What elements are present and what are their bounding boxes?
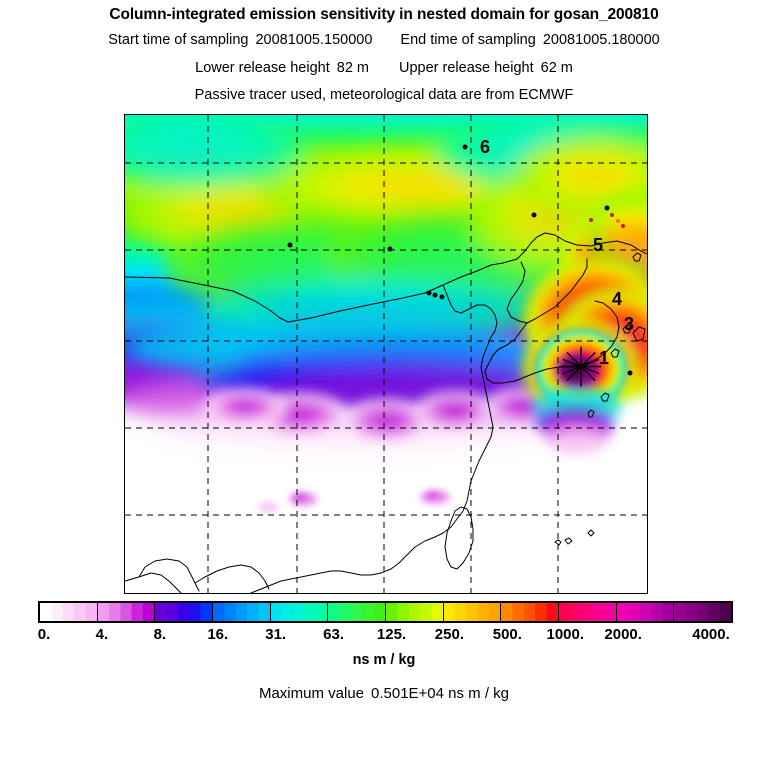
colorbar-tick-9: 1000. <box>546 626 585 643</box>
colorbar-segment <box>386 603 444 621</box>
colorbar-unit-label: ns m / kg <box>352 652 416 668</box>
lower-release-value: 82 m <box>336 60 369 76</box>
upper-release-label: Upper release height <box>399 60 534 76</box>
colorbar-segment <box>97 603 156 621</box>
max-value-label: Maximum value <box>258 685 364 702</box>
station-dot-5d[interactable] <box>604 205 610 211</box>
tracer-note: Passive tracer used, meteorological data… <box>194 87 574 103</box>
colorbar-tick-5: 63. <box>323 626 345 643</box>
station-dot-unlabeled-b[interactable] <box>387 246 393 252</box>
colorbar-segment <box>213 603 271 621</box>
colorbar-tick-4: 31. <box>265 626 287 643</box>
colorbar-segment <box>616 603 675 621</box>
max-value-line: Maximum value 0.501E+04 ns m / kg <box>0 685 768 702</box>
colorbar-segment <box>501 603 560 621</box>
start-time-value: 20081005.150000 <box>255 32 373 48</box>
station-label-4: 4 <box>611 289 623 309</box>
colorbar-tick-10: 2000. <box>604 626 642 643</box>
end-time-label: End time of sampling <box>400 32 536 48</box>
station-dot-se[interactable] <box>627 370 633 376</box>
station-label-6: 6 <box>479 137 491 157</box>
colorbar-tick-1: 4. <box>95 626 109 643</box>
station-dot-unlabeled-c[interactable] <box>531 212 537 218</box>
lower-release-label: Lower release height <box>195 60 330 76</box>
colorbar-tick-7: 250. <box>434 626 465 643</box>
start-time-label: Start time of sampling <box>108 32 249 48</box>
station-dot-6[interactable] <box>462 144 468 150</box>
upper-release-value: 62 m <box>540 60 573 76</box>
station-dot-ne-a[interactable] <box>432 292 438 298</box>
station-dot-5b[interactable] <box>616 219 620 223</box>
colorbar-segment <box>328 603 387 621</box>
end-time-value: 20081005.180000 <box>542 32 660 48</box>
colorbar-tick-3: 16. <box>207 626 229 643</box>
colorbar-segment <box>559 603 617 621</box>
station-markers: 6 5 4 3 1 <box>125 115 647 593</box>
colorbar-segment <box>40 603 98 621</box>
colorbar-tick-2: 8. <box>153 626 167 643</box>
colorbar-tick-0: 0. <box>37 626 51 643</box>
colorbar-tick-8: 500. <box>492 626 522 643</box>
station-dot-unlabeled-a[interactable] <box>287 242 293 248</box>
page-title: Column-integrated emission sensitivity i… <box>109 6 659 23</box>
sampling-time-line: Start time of sampling 20081005.150000 End… <box>0 32 768 48</box>
colorbar-tick-6: 125. <box>376 626 407 643</box>
map-plot-area[interactable]: 6 5 4 3 1 <box>124 114 648 594</box>
colorbar-segment <box>674 603 732 621</box>
station-dot-ne-b[interactable] <box>439 294 445 300</box>
station-dot-5a[interactable] <box>610 213 614 217</box>
station-dot-5e[interactable] <box>589 218 593 222</box>
max-value-value: 0.501E+04 ns m / kg <box>371 685 510 702</box>
station-label-5: 5 <box>592 235 604 255</box>
release-point-marker[interactable] <box>559 345 603 394</box>
station-dot-ne-c[interactable] <box>426 290 432 296</box>
release-height-line: Lower release height 82 m Upper release he… <box>0 60 768 76</box>
colorbar-tick-labels: 0. 4. 8. 16. 31. 63. 125. 250. 500. 1000. 2000. 400… <box>0 626 768 646</box>
colorbar-segment <box>443 603 502 621</box>
colorbar-tick-11: 4000. <box>692 626 730 643</box>
station-label-3: 3 <box>623 314 635 334</box>
colorbar-segment <box>270 603 329 621</box>
colorbar-segment <box>155 603 214 621</box>
station-dot-5c[interactable] <box>621 224 625 228</box>
colorbar[interactable] <box>38 601 733 623</box>
station-label-1: 1 <box>598 348 610 368</box>
